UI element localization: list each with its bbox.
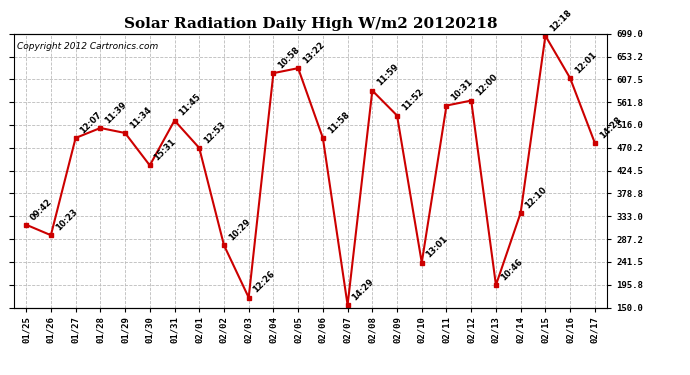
Title: Solar Radiation Daily High W/m2 20120218: Solar Radiation Daily High W/m2 20120218	[124, 17, 497, 31]
Text: 09:42: 09:42	[29, 197, 54, 222]
Text: 12:07: 12:07	[79, 110, 103, 135]
Text: 11:34: 11:34	[128, 105, 153, 130]
Text: 10:23: 10:23	[54, 207, 79, 232]
Text: Copyright 2012 Cartronics.com: Copyright 2012 Cartronics.com	[17, 42, 158, 51]
Text: 11:58: 11:58	[326, 110, 351, 135]
Text: 10:29: 10:29	[227, 217, 252, 242]
Text: 15:31: 15:31	[152, 137, 178, 163]
Text: 12:53: 12:53	[202, 120, 227, 145]
Text: 11:52: 11:52	[400, 87, 425, 113]
Text: 14:28: 14:28	[598, 115, 623, 140]
Text: 12:01: 12:01	[573, 50, 598, 75]
Text: 11:59: 11:59	[375, 63, 400, 88]
Text: 12:18: 12:18	[548, 8, 573, 33]
Text: 12:26: 12:26	[251, 269, 277, 295]
Text: 12:00: 12:00	[474, 73, 499, 98]
Text: 13:22: 13:22	[301, 40, 326, 65]
Text: 12:10: 12:10	[524, 185, 549, 210]
Text: 13:01: 13:01	[424, 235, 450, 260]
Text: 14:29: 14:29	[351, 277, 375, 302]
Text: 10:46: 10:46	[499, 257, 524, 282]
Text: 10:58: 10:58	[276, 45, 302, 70]
Text: 10:31: 10:31	[449, 78, 475, 103]
Text: 11:39: 11:39	[103, 100, 128, 125]
Text: 11:45: 11:45	[177, 92, 203, 118]
